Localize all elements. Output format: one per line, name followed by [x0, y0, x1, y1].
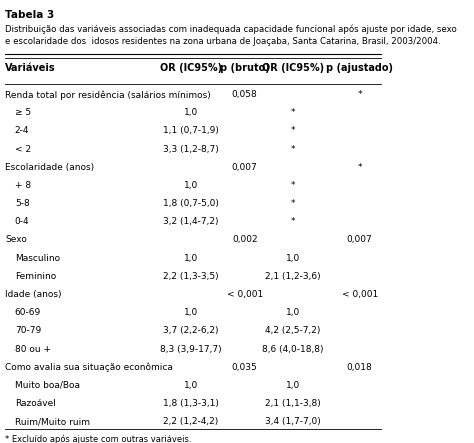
Text: 3,7 (2,2-6,2): 3,7 (2,2-6,2): [164, 326, 219, 335]
Text: Distribuição das variáveis associadas com inadequada capacidade funcional após a: Distribuição das variáveis associadas co…: [5, 25, 457, 46]
Text: Sexo: Sexo: [5, 236, 27, 245]
Text: 0-4: 0-4: [15, 218, 29, 226]
Text: 0,007: 0,007: [347, 236, 373, 245]
Text: 1,0: 1,0: [285, 308, 300, 317]
Text: 1,0: 1,0: [285, 254, 300, 263]
Text: < 0,001: < 0,001: [227, 290, 263, 299]
Text: 2,1 (1,2-3,6): 2,1 (1,2-3,6): [265, 272, 320, 281]
Text: *: *: [357, 90, 362, 99]
Text: OR (IC95%): OR (IC95%): [160, 62, 222, 73]
Text: < 2: < 2: [15, 144, 31, 154]
Text: 3,2 (1,4-7,2): 3,2 (1,4-7,2): [164, 218, 219, 226]
Text: 60-69: 60-69: [15, 308, 41, 317]
Text: *: *: [357, 163, 362, 172]
Text: 80 ou +: 80 ou +: [15, 345, 51, 354]
Text: 0,058: 0,058: [232, 90, 257, 99]
Text: *: *: [291, 144, 295, 154]
Text: 2,2 (1,2-4,2): 2,2 (1,2-4,2): [164, 417, 219, 426]
Text: 1,0: 1,0: [184, 181, 198, 190]
Text: 8,3 (3,9-17,7): 8,3 (3,9-17,7): [160, 345, 222, 354]
Text: 0,002: 0,002: [232, 236, 257, 245]
Text: Muito boa/Boa: Muito boa/Boa: [15, 381, 80, 390]
Text: 1,8 (1,3-3,1): 1,8 (1,3-3,1): [163, 399, 219, 408]
Text: 2,2 (1,3-3,5): 2,2 (1,3-3,5): [163, 272, 219, 281]
Text: Variáveis: Variáveis: [5, 62, 56, 73]
Text: *: *: [291, 126, 295, 136]
Text: 5-8: 5-8: [15, 199, 29, 208]
Text: 8,6 (4,0-18,8): 8,6 (4,0-18,8): [262, 345, 323, 354]
Text: Razoável: Razoável: [15, 399, 55, 408]
Text: ≥ 5: ≥ 5: [15, 108, 31, 117]
Text: 1,0: 1,0: [184, 254, 198, 263]
Text: Masculino: Masculino: [15, 254, 60, 263]
Text: 2-4: 2-4: [15, 126, 29, 136]
Text: OR (IC95%): OR (IC95%): [262, 62, 324, 73]
Text: 0,018: 0,018: [347, 363, 373, 372]
Text: < 0,001: < 0,001: [341, 290, 378, 299]
Text: 1,1 (0,7-1,9): 1,1 (0,7-1,9): [163, 126, 219, 136]
Text: 3,4 (1,7-7,0): 3,4 (1,7-7,0): [264, 417, 320, 426]
Text: 1,0: 1,0: [184, 108, 198, 117]
Text: Renda total por residência (salários mínimos): Renda total por residência (salários mín…: [5, 90, 211, 100]
Text: 1,0: 1,0: [285, 381, 300, 390]
Text: p (bruto): p (bruto): [220, 62, 270, 73]
Text: Feminino: Feminino: [15, 272, 56, 281]
Text: 70-79: 70-79: [15, 326, 41, 335]
Text: 0,035: 0,035: [232, 363, 257, 372]
Text: 4,2 (2,5-7,2): 4,2 (2,5-7,2): [265, 326, 320, 335]
Text: 1,8 (0,7-5,0): 1,8 (0,7-5,0): [163, 199, 219, 208]
Text: Ruim/Muito ruim: Ruim/Muito ruim: [15, 417, 90, 426]
Text: Tabela 3: Tabela 3: [5, 10, 55, 20]
Text: *: *: [291, 108, 295, 117]
Text: * Excluído após ajuste com outras variáveis.: * Excluído após ajuste com outras variáv…: [5, 434, 191, 443]
Text: 3,3 (1,2-8,7): 3,3 (1,2-8,7): [163, 144, 219, 154]
Text: + 8: + 8: [15, 181, 31, 190]
Text: 1,0: 1,0: [184, 308, 198, 317]
Text: 1,0: 1,0: [184, 381, 198, 390]
Text: Como avalia sua situação econômica: Como avalia sua situação econômica: [5, 363, 173, 372]
Text: *: *: [291, 199, 295, 208]
Text: p (ajustado): p (ajustado): [326, 62, 393, 73]
Text: 2,1 (1,1-3,8): 2,1 (1,1-3,8): [264, 399, 320, 408]
Text: Idade (anos): Idade (anos): [5, 290, 62, 299]
Text: Escolaridade (anos): Escolaridade (anos): [5, 163, 94, 172]
Text: 0,007: 0,007: [232, 163, 257, 172]
Text: *: *: [291, 218, 295, 226]
Text: *: *: [291, 181, 295, 190]
